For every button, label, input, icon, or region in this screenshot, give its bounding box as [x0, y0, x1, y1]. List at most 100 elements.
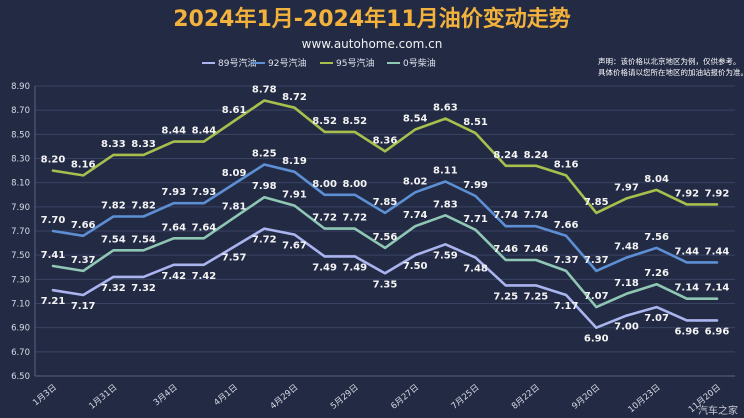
- data-label: 8.44: [192, 126, 217, 137]
- data-label: 7.74: [493, 210, 518, 221]
- y-tick-label: 8.10: [11, 179, 30, 189]
- data-label: 7.83: [433, 199, 458, 210]
- y-tick-label: 7.70: [11, 227, 30, 237]
- data-label: 7.81: [222, 202, 247, 213]
- series-line: [51, 163, 719, 273]
- data-label: 7.41: [41, 250, 66, 261]
- y-tick-label: 7.50: [11, 251, 30, 261]
- data-label: 7.66: [71, 220, 96, 231]
- data-label: 7.26: [644, 268, 669, 279]
- data-label: 6.96: [705, 326, 730, 337]
- data-label: 7.42: [161, 271, 186, 282]
- legend-label: 89号汽油: [218, 57, 256, 69]
- data-label: 7.50: [403, 261, 428, 272]
- data-label: 8.24: [493, 150, 518, 161]
- data-label: 7.37: [584, 255, 609, 266]
- data-label: 7.14: [705, 283, 730, 294]
- watermark: 汽车之家: [698, 404, 738, 417]
- legend: 89号汽油 92号汽油 95号汽油 0号柴油: [202, 57, 436, 69]
- data-label: 7.48: [614, 242, 639, 253]
- data-label: 8.00: [342, 179, 367, 190]
- data-label: 7.25: [524, 291, 549, 302]
- data-label: 7.92: [674, 188, 699, 199]
- data-label: 8.54: [403, 114, 428, 125]
- data-label: 7.98: [252, 181, 277, 192]
- data-label: 8.24: [524, 150, 549, 161]
- data-label: 8.61: [222, 105, 247, 116]
- data-label: 7.57: [222, 253, 247, 264]
- data-label: 7.32: [131, 283, 156, 294]
- data-label: 8.19: [282, 156, 307, 167]
- data-label: 7.91: [282, 190, 307, 201]
- data-label: 7.71: [463, 214, 488, 225]
- data-label: 7.92: [705, 188, 730, 199]
- data-label: 7.66: [554, 220, 579, 231]
- series-line: [51, 195, 719, 309]
- y-tick-label: 7.30: [11, 275, 30, 285]
- y-tick-label: 8.70: [11, 106, 30, 116]
- data-label: 7.07: [584, 291, 609, 302]
- legend-label: 95号汽油: [336, 57, 374, 69]
- data-label: 7.85: [373, 197, 398, 208]
- legend-label: 92号汽油: [268, 57, 306, 69]
- data-label: 7.37: [71, 255, 96, 266]
- data-label: 6.90: [584, 334, 609, 345]
- data-label: 8.33: [131, 139, 156, 150]
- data-label: 7.82: [101, 201, 126, 212]
- data-label: 7.72: [342, 213, 367, 224]
- data-label: 7.17: [554, 301, 579, 312]
- y-tick-label: 7.90: [11, 203, 30, 213]
- data-label: 8.44: [161, 126, 186, 137]
- data-label: 7.56: [644, 232, 669, 243]
- data-label: 8.33: [101, 139, 126, 150]
- y-tick-label: 6.70: [11, 348, 30, 358]
- data-label: 7.46: [493, 244, 518, 255]
- disclaimer-line-1: 声明：该价格以北京地区为例，仅供参考。: [598, 56, 741, 66]
- disclaimer-line-2: 具体价格请以您所在地区的加油站报价为准。: [598, 67, 744, 77]
- data-label: 7.64: [192, 222, 217, 233]
- data-label: 8.25: [252, 149, 277, 160]
- data-label: 8.16: [71, 159, 96, 170]
- series-lines: [51, 99, 719, 330]
- data-label: 8.20: [41, 155, 66, 166]
- data-label: 7.49: [342, 262, 367, 273]
- data-label: 7.44: [705, 246, 730, 257]
- data-label: 7.59: [433, 250, 458, 261]
- data-label: 7.72: [312, 213, 337, 224]
- y-tick-label: 6.90: [11, 324, 30, 334]
- data-label: 7.32: [101, 283, 126, 294]
- data-label: 7.42: [192, 271, 217, 282]
- y-tick-label: 6.50: [11, 372, 30, 382]
- data-label: 7.93: [192, 187, 217, 198]
- grid-lines: [34, 85, 735, 377]
- data-label: 8.36: [373, 135, 398, 146]
- data-label: 7.00: [614, 322, 639, 333]
- y-axis: 6.50 6.70 6.90 7.10 7.30 7.50 7.70 7.90 8.10 8.30…: [11, 82, 30, 382]
- data-label: 7.70: [41, 215, 66, 226]
- data-label: 8.63: [433, 103, 458, 114]
- data-label: 7.82: [131, 201, 156, 212]
- legend-label: 0号柴油: [403, 57, 436, 69]
- data-labels: 7.21 7.17 7.32 7.32 7.42 7.42 7.57 7.72 7.67 7.49…: [41, 85, 730, 345]
- data-label: 8.52: [312, 116, 337, 127]
- data-label: 8.16: [554, 159, 579, 170]
- data-label: 7.74: [524, 210, 549, 221]
- data-label: 7.85: [584, 197, 609, 208]
- data-label: 8.09: [222, 168, 247, 179]
- data-label: 8.02: [403, 176, 428, 187]
- data-label: 7.18: [614, 278, 639, 289]
- data-label: 7.74: [403, 210, 428, 221]
- data-label: 8.04: [644, 174, 669, 185]
- data-label: 7.37: [554, 255, 579, 266]
- data-label: 7.64: [161, 222, 186, 233]
- y-tick-label: 8.50: [11, 130, 30, 140]
- data-label: 8.51: [463, 117, 488, 128]
- data-label: 7.25: [493, 291, 518, 302]
- data-label: 6.96: [674, 326, 699, 337]
- data-label: 8.78: [252, 85, 277, 96]
- data-label: 7.49: [312, 262, 337, 273]
- y-tick-label: 8.90: [11, 82, 30, 92]
- series-line: [51, 99, 719, 215]
